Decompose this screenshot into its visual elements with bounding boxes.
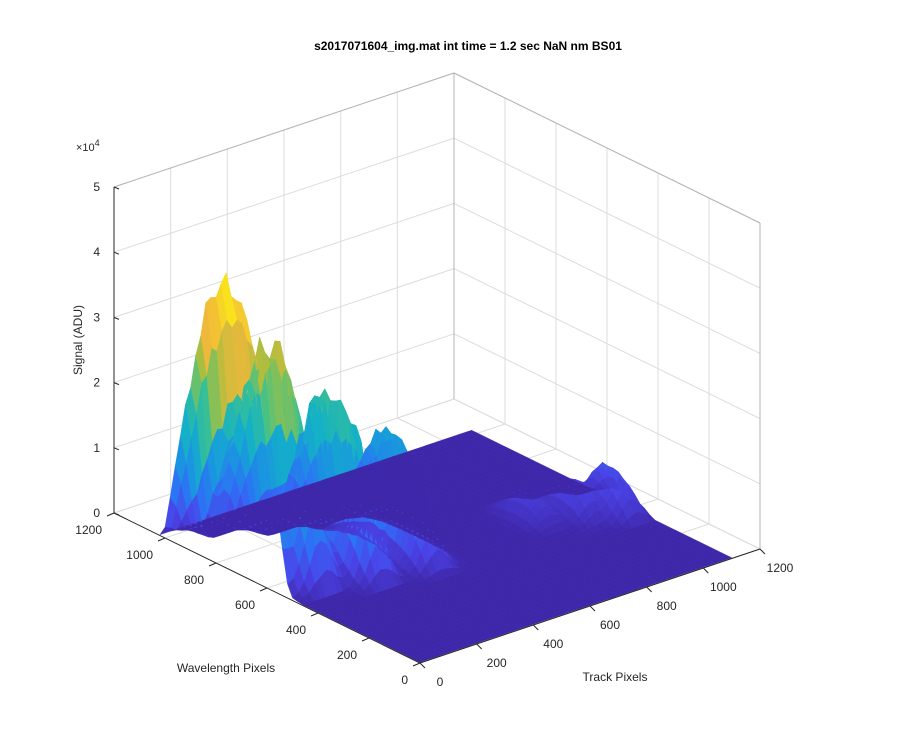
grid-line <box>113 202 455 318</box>
grid-line <box>453 137 761 289</box>
x-tick-mark <box>419 662 426 669</box>
z-tick-label: 5 <box>93 180 100 194</box>
z-axis-multiplier: ×104 <box>76 138 100 154</box>
y-tick-mark <box>208 562 217 567</box>
y-tick-mark <box>310 612 319 617</box>
z-tick-mark <box>113 382 120 386</box>
z-tick-label: 2 <box>93 376 100 390</box>
z-multiplier-base: ×10 <box>76 142 95 154</box>
axes-frame <box>106 186 766 669</box>
chart-title: s2017071604_img.mat int time = 1.2 sec N… <box>314 39 622 53</box>
x-tick-label: 400 <box>543 637 563 651</box>
surface-patch <box>159 526 172 536</box>
y-tick-label: 1000 <box>126 548 153 562</box>
x-tick-mark <box>759 548 766 555</box>
x-tick-mark <box>589 605 596 612</box>
x-tick-mark <box>476 643 483 650</box>
y-tick-label: 1200 <box>75 523 102 537</box>
z-tick-label: 4 <box>93 245 100 259</box>
z-axis-label: Signal (ADU) <box>71 305 85 375</box>
z-tick-mark <box>113 316 120 320</box>
y-tick-label: 200 <box>337 648 357 662</box>
y-tick-mark <box>106 512 115 517</box>
y-tick-mark <box>259 587 268 592</box>
grid-line <box>453 333 761 485</box>
z-tick-label: 0 <box>93 506 100 520</box>
z-tick-label: 1 <box>93 441 100 455</box>
x-tick-label: 200 <box>487 656 507 670</box>
x-tick-label: 1200 <box>767 561 794 575</box>
z-tick-mark <box>113 447 120 451</box>
y-tick-label: 800 <box>184 573 204 587</box>
x-tick-mark <box>702 567 709 574</box>
surface-mesh <box>159 271 733 663</box>
grid-line <box>113 268 455 384</box>
y-tick-label: 600 <box>235 598 255 612</box>
grid-line <box>453 202 761 354</box>
box-edge <box>453 72 761 224</box>
z-tick-mark <box>113 186 120 190</box>
z-tick-label: 3 <box>93 310 100 324</box>
axes-labels: s2017071604_img.mat int time = 1.2 sec N… <box>71 39 794 689</box>
y-axis-label: Wavelength Pixels <box>177 661 275 675</box>
y-tick-label: 400 <box>286 623 306 637</box>
box-edge <box>113 72 455 188</box>
x-tick-mark <box>532 624 539 631</box>
x-tick-label: 1000 <box>710 580 737 594</box>
x-axis-label: Track Pixels <box>583 670 648 684</box>
grid-line <box>453 268 761 420</box>
x-tick-label: 600 <box>600 618 620 632</box>
z-multiplier-exponent: 4 <box>95 138 100 148</box>
grid-line <box>113 137 455 253</box>
x-tick-mark <box>646 586 653 593</box>
z-tick-mark <box>113 251 120 255</box>
y-tick-mark <box>412 662 421 667</box>
y-tick-mark <box>157 537 166 542</box>
y-tick-mark <box>361 637 370 642</box>
x-tick-label: 800 <box>657 599 677 613</box>
x-tick-label: 0 <box>437 675 444 689</box>
z-tick-mark <box>113 512 120 516</box>
y-tick-label: 0 <box>401 673 408 687</box>
